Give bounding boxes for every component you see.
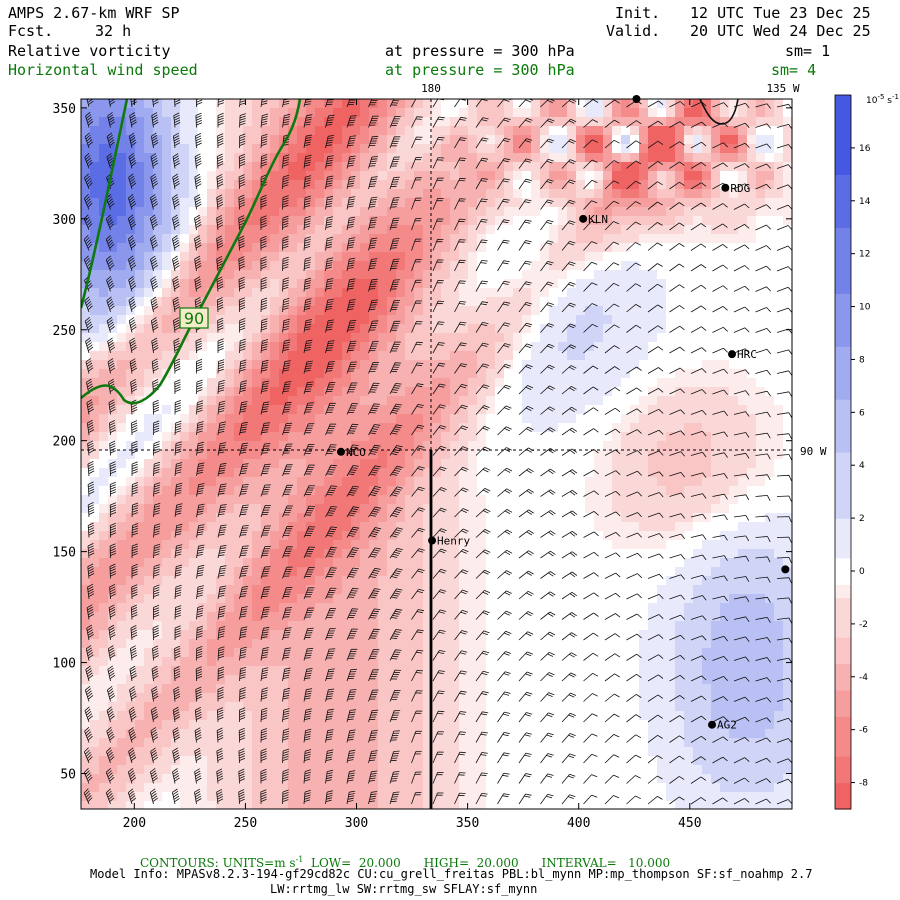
colorbar-tick: 8	[859, 355, 865, 365]
x-tick-label: 450	[678, 816, 701, 831]
colorbar-tick: -8	[859, 779, 868, 789]
colorbar-tick: 0	[859, 567, 865, 577]
model-title: AMPS 2.67-km WRF SP	[8, 4, 180, 22]
forecast-label: Fcst.	[8, 22, 54, 40]
field1-smoothing: sm= 1	[785, 42, 831, 60]
init-label: Init.	[615, 4, 661, 22]
valid-value: 20 UTC Wed 24 Dec 25	[690, 22, 871, 40]
x-tick-label: 350	[456, 816, 479, 831]
station-marker	[428, 536, 437, 545]
station-label: NCO	[346, 446, 366, 459]
wind-barbs	[83, 99, 792, 805]
meridian-lines	[81, 99, 792, 809]
colorbar-tick: -4	[859, 673, 868, 683]
x-tick-label: 200	[123, 816, 146, 831]
station-label: AG2	[717, 719, 737, 732]
x-tick-label: 250	[234, 816, 257, 831]
axes: 200 250 300 350 400 450 50 100 150 200 250 300 350	[53, 99, 792, 831]
contour-label-box: 90	[179, 307, 209, 329]
stations: NCO Henry KLN RDG HRC AG2	[336, 95, 790, 732]
x-tick-label: 300	[345, 816, 368, 831]
forecast-value: 32 h	[95, 22, 132, 40]
station-marker	[708, 720, 717, 729]
colorbar-tick: 2	[859, 514, 865, 524]
init-value: 12 UTC Tue 23 Dec 25	[690, 4, 871, 22]
field2-name: Horizontal wind speed	[8, 61, 198, 79]
colorbar-tick: 4	[859, 461, 865, 471]
y-tick-label: 150	[53, 546, 76, 561]
model-info: Model Info: MPASv8.2.3-194-gf29cd82c CU:…	[90, 867, 813, 881]
station-marker	[632, 95, 641, 103]
colorbar: 16 14 12 10 8 6 4 2 0 -2 -4 -6 -8	[834, 94, 871, 810]
colorbar-tick: 16	[859, 144, 871, 154]
y-tick-label: 250	[53, 324, 76, 339]
colorbar-tick: 10	[859, 303, 871, 313]
y-tick-label: 300	[53, 213, 76, 228]
x-tick-label: 400	[567, 816, 590, 831]
station-marker	[728, 350, 737, 359]
station-marker	[721, 183, 730, 192]
field1-pressure: at pressure = 300 hPa	[385, 42, 575, 60]
colorbar-tick: 6	[859, 408, 865, 418]
y-tick-label: 200	[53, 435, 76, 450]
station-label: HRC	[737, 348, 757, 361]
contours-info: CONTOURS: UNITS=m s-1 LOW= 20.000 HIGH= …	[140, 855, 671, 870]
station-label: Henry	[437, 535, 470, 548]
plot-frame	[80, 98, 793, 810]
field2-pressure: at pressure = 300 hPa	[385, 61, 575, 79]
colorbar-tick: 14	[859, 197, 871, 207]
station-marker	[336, 447, 345, 456]
colorbar-tick: -2	[859, 620, 868, 630]
meridian-label-90w: 90 W	[800, 445, 827, 458]
colorbar-tick: -6	[859, 726, 868, 736]
y-tick-label: 100	[53, 657, 76, 672]
meridian-label-135w: 135 W	[766, 82, 799, 95]
station-marker	[579, 214, 588, 223]
colorbar-tick: 12	[859, 250, 870, 260]
y-tick-label: 350	[53, 102, 76, 117]
field2-smoothing: sm= 4	[771, 61, 817, 79]
meridian-label-180: 180	[421, 82, 441, 95]
station-label: KLN	[588, 213, 608, 226]
contour-label: 90	[184, 309, 204, 328]
station-marker	[781, 565, 790, 574]
field1-name: Relative vorticity	[8, 42, 171, 60]
y-tick-label: 50	[60, 768, 76, 783]
station-label: RDG	[730, 182, 750, 195]
model-info-2: LW:rrtmg_lw SW:rrtmg_sw SFLAY:sf_mynn	[270, 882, 538, 896]
colorbar-unit: 10-5 s-1	[866, 93, 899, 106]
vorticity-shading	[81, 99, 792, 809]
valid-label: Valid.	[606, 22, 661, 40]
